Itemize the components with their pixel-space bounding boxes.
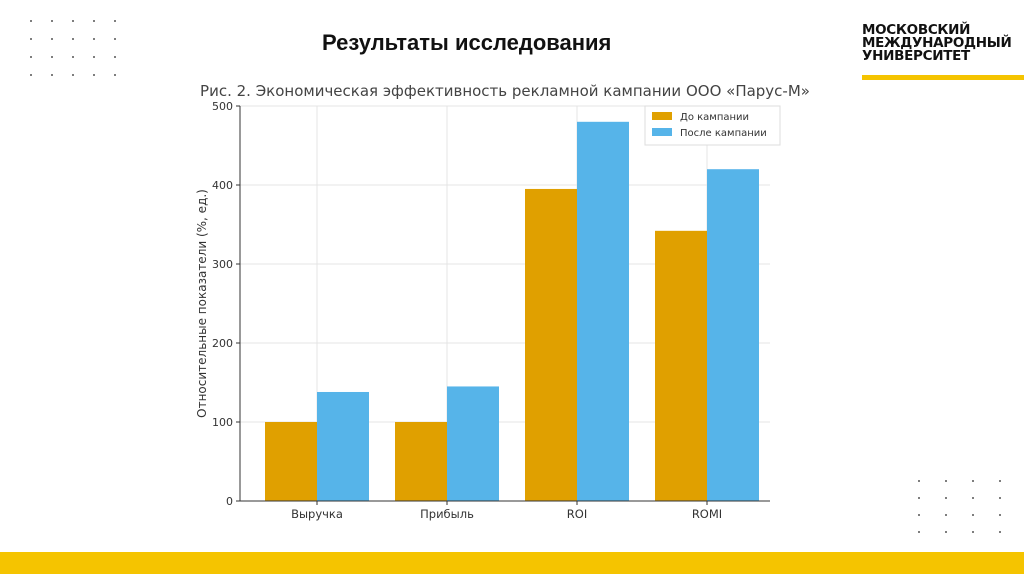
dot <box>51 38 53 40</box>
dot <box>945 531 947 533</box>
dot <box>30 38 32 40</box>
y-tick-label: 100 <box>212 416 233 429</box>
y-tick-label: 500 <box>212 100 233 113</box>
y-axis-label: Относительные показатели (%, ед.) <box>195 189 209 418</box>
dot <box>918 514 920 516</box>
dot <box>93 74 95 76</box>
dot <box>93 38 95 40</box>
dot <box>918 480 920 482</box>
bar-before <box>265 422 317 501</box>
legend-label: После кампании <box>680 128 767 139</box>
dot <box>114 20 116 22</box>
y-tick-label: 400 <box>212 179 233 192</box>
dot <box>972 514 974 516</box>
bar-before <box>395 422 447 501</box>
decorative-dots <box>30 20 116 76</box>
dot <box>51 74 53 76</box>
dot <box>30 56 32 58</box>
dot <box>945 480 947 482</box>
legend-swatch <box>652 112 672 120</box>
dot <box>114 56 116 58</box>
dot <box>72 56 74 58</box>
dot <box>72 20 74 22</box>
x-tick-label: Выручка <box>291 507 343 521</box>
dot <box>30 74 32 76</box>
dot <box>51 56 53 58</box>
dot <box>30 20 32 22</box>
y-tick-label: 200 <box>212 337 233 350</box>
bar-after <box>707 169 759 501</box>
bar-after <box>577 121 629 502</box>
dot <box>918 531 920 533</box>
legend-label: До кампании <box>680 112 749 123</box>
logo-line: МЕЖДУНАРОДНЫЙ <box>862 35 1012 51</box>
dot <box>114 38 116 40</box>
x-tick-label: ROMI <box>692 507 722 521</box>
dot <box>114 74 116 76</box>
dot <box>945 497 947 499</box>
bar-after <box>317 391 369 501</box>
university-logo: МОСКОВСКИЙ МЕЖДУНАРОДНЫЙ УНИВЕРСИТЕТ <box>862 22 1012 64</box>
dot <box>972 480 974 482</box>
dot <box>945 514 947 516</box>
chart-title: Рис. 2. Экономическая эффективность рекл… <box>200 82 810 100</box>
x-tick-label: ROI <box>567 507 587 521</box>
dot <box>972 497 974 499</box>
dot <box>972 531 974 533</box>
bar-after <box>447 386 499 501</box>
legend-box <box>644 105 781 146</box>
decorative-dots <box>918 480 1001 533</box>
dot <box>51 20 53 22</box>
dot <box>72 74 74 76</box>
dot <box>999 480 1001 482</box>
dot <box>999 531 1001 533</box>
logo-line: УНИВЕРСИТЕТ <box>862 48 970 64</box>
y-tick-label: 0 <box>226 495 233 508</box>
y-tick-label: 300 <box>212 258 233 271</box>
dot <box>72 38 74 40</box>
logo-underline <box>862 75 1024 80</box>
bar-before <box>525 188 577 501</box>
bar-before <box>655 230 707 501</box>
dot <box>999 514 1001 516</box>
x-tick-label: Прибыль <box>420 507 474 521</box>
dot <box>999 497 1001 499</box>
legend-swatch <box>652 128 672 136</box>
dot <box>918 497 920 499</box>
slide-title: Результаты исследования <box>322 30 612 55</box>
dot <box>93 20 95 22</box>
dot <box>93 56 95 58</box>
bottom-accent-bar <box>0 552 1024 574</box>
logo-line: МОСКОВСКИЙ <box>862 22 971 38</box>
